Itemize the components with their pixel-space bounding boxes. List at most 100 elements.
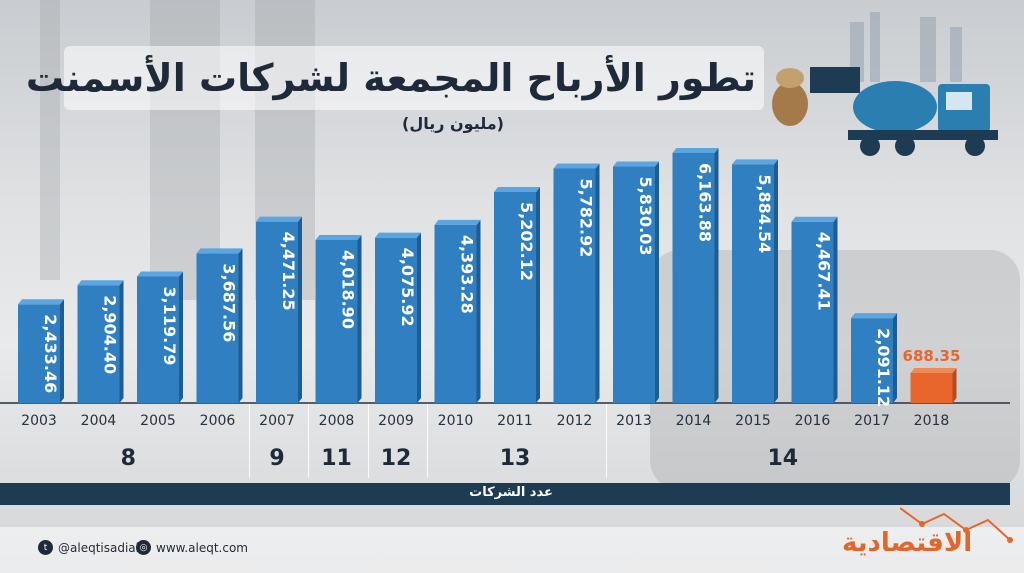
group-separator xyxy=(367,404,369,478)
bar-side xyxy=(357,234,362,403)
bar-front xyxy=(77,285,120,403)
bar-side xyxy=(952,368,957,403)
company-count: 8 xyxy=(120,446,136,471)
website-link[interactable]: ◎ www.aleqt.com xyxy=(136,540,248,555)
year-label: 2015 xyxy=(735,413,771,429)
bar-side xyxy=(714,148,719,403)
bar-front xyxy=(315,239,358,403)
year-label: 2016 xyxy=(795,413,831,429)
bar-front xyxy=(613,166,655,403)
bar-top xyxy=(553,163,600,169)
bar-2012 xyxy=(553,163,600,403)
bar-top xyxy=(137,271,183,277)
bar-value-label: 2,904.40 xyxy=(101,295,120,374)
bar-front xyxy=(672,153,715,403)
globe-icon: ◎ xyxy=(136,540,151,555)
year-label: 2009 xyxy=(378,413,414,429)
bar-2006 xyxy=(196,248,243,403)
twitter-icon: t xyxy=(38,540,53,555)
bar-value-label: 5,830.03 xyxy=(636,177,655,256)
bar-top xyxy=(256,216,302,222)
bar-front xyxy=(375,237,417,403)
bar-front xyxy=(18,304,60,403)
bar-front xyxy=(910,373,953,403)
bar-top xyxy=(910,368,957,373)
company-count: 12 xyxy=(380,446,412,471)
year-label: 2007 xyxy=(259,413,295,429)
bar-top xyxy=(375,232,421,238)
bar-side xyxy=(833,216,838,403)
bar-side xyxy=(179,271,183,403)
year-label: 2010 xyxy=(438,413,474,429)
group-separator xyxy=(427,404,428,478)
bar-value-label: 4,467.41 xyxy=(815,232,834,311)
bar-value-label: 5,782.92 xyxy=(577,178,596,257)
bar-2013 xyxy=(613,161,659,403)
company-count: 13 xyxy=(499,446,531,471)
bar-2011 xyxy=(494,187,540,403)
bar-top xyxy=(196,248,243,254)
year-label: 2012 xyxy=(557,413,593,429)
bar-2015 xyxy=(732,159,778,403)
bar-2018 xyxy=(910,368,957,403)
bar-side xyxy=(119,280,124,403)
bar-value-label: 3,687.56 xyxy=(220,263,239,342)
bar-front xyxy=(553,168,596,403)
bar-top xyxy=(77,280,124,286)
chart-title: تطور الأرباح المجمعة لشركات الأسمنت xyxy=(25,56,756,100)
company-count: 14 xyxy=(767,446,799,471)
bar-2008 xyxy=(315,234,362,403)
footer xyxy=(0,527,1024,573)
year-label: 2005 xyxy=(140,413,176,429)
bar-2010 xyxy=(434,219,481,403)
bars-group: 2,433.46 2,904.40 3,119.79 3,687.56 4,471.25… xyxy=(18,148,960,407)
bar-value-label: 5,884.54 xyxy=(755,174,774,253)
bar-top xyxy=(18,299,64,305)
bar-2005 xyxy=(137,271,183,403)
bar-side xyxy=(60,299,64,403)
group-separator xyxy=(248,404,250,478)
bar-value-label: 2,091.12 xyxy=(874,328,893,407)
bar-side xyxy=(536,187,540,403)
group-separator xyxy=(308,404,309,478)
bar-value-label: 4,018.90 xyxy=(339,250,358,329)
logo: الاقتصادية xyxy=(842,528,973,558)
bar-top xyxy=(613,161,659,167)
bar-front xyxy=(196,253,239,403)
bar-2014 xyxy=(672,148,719,403)
year-label: 2014 xyxy=(676,413,712,429)
companies-bar xyxy=(0,483,1010,505)
year-label: 2008 xyxy=(319,413,355,429)
website-text: www.aleqt.com xyxy=(156,540,248,555)
bar-front xyxy=(494,192,536,403)
bar-value-label: 4,075.92 xyxy=(398,248,417,327)
bar-value-label: 4,393.28 xyxy=(458,235,477,314)
year-label: 2013 xyxy=(616,413,652,429)
bar-front xyxy=(137,276,179,403)
bar-top xyxy=(732,159,778,165)
bar-value-label: 5,202.12 xyxy=(517,202,536,281)
bar-2017 xyxy=(851,313,897,403)
bar-side xyxy=(238,248,243,403)
group-separator xyxy=(605,404,607,478)
bar-2003 xyxy=(18,299,64,403)
bar-top xyxy=(791,216,838,222)
year-label: 2003 xyxy=(21,413,57,429)
year-label: 2004 xyxy=(81,413,117,429)
twitter-text: @aleqtisadiah xyxy=(58,540,144,555)
twitter-handle[interactable]: t @aleqtisadiah xyxy=(38,540,143,555)
bar-value-label: 688.35 xyxy=(903,347,961,365)
bar-value-label: 6,163.88 xyxy=(696,163,715,242)
bar-front xyxy=(791,221,834,403)
year-label: 2018 xyxy=(914,413,950,429)
bar-side xyxy=(595,163,600,403)
bar-value-label: 2,433.46 xyxy=(41,314,60,393)
chart-subtitle: (مليون ريال) xyxy=(402,114,504,133)
bar-front xyxy=(851,318,893,403)
year-labels-group: 2003 2004 2005 2006 2007 2008 2009 2010 2011 2012… xyxy=(21,413,949,429)
company-count: 9 xyxy=(269,446,285,471)
trend-line-decoration xyxy=(900,507,1013,543)
bar-front xyxy=(434,224,477,403)
bar-value-label: 3,119.79 xyxy=(160,286,179,365)
cement-truck-icon xyxy=(772,12,998,156)
